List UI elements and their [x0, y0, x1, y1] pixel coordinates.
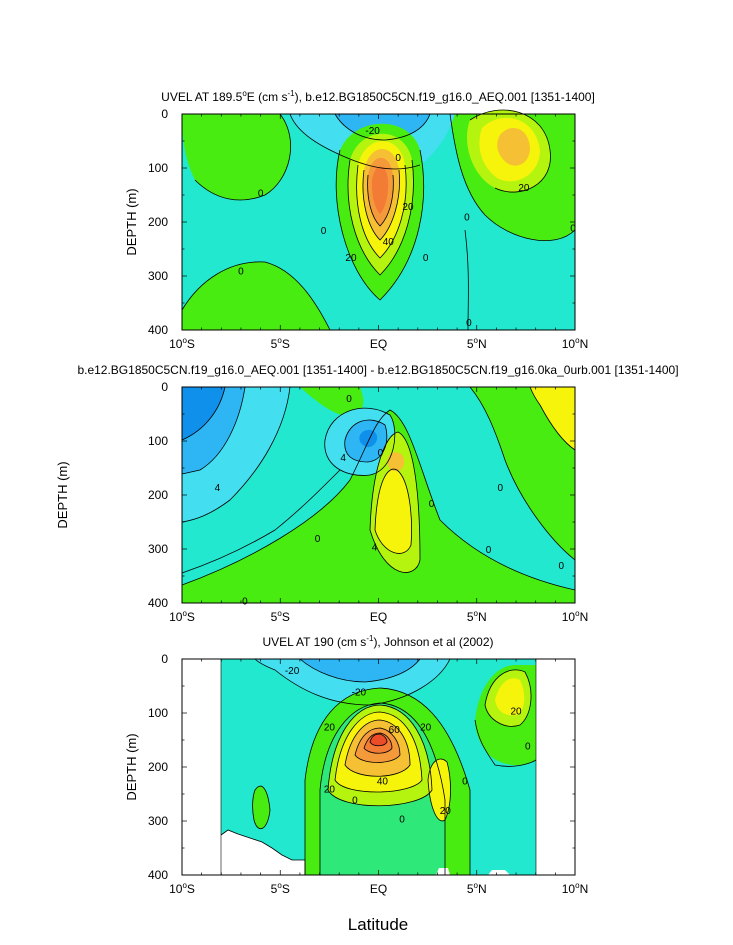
panel1-contour-label: 0	[466, 318, 472, 329]
panel2-ylabel: DEPTH (m)	[55, 461, 70, 528]
panel3-contour-label: 0	[525, 741, 531, 752]
panel3-x-tick-label: 5oN	[467, 881, 487, 896]
panel2-contour-label: 4	[372, 542, 378, 553]
panel2-x-tick-label: 5oN	[467, 609, 487, 624]
panel1-x-tick-label: 10oN	[562, 336, 588, 351]
panel2-contour-label: 0	[378, 448, 384, 459]
panel3-y-tick-label: 300	[148, 814, 168, 828]
panel3-contour-labels: -20 -20 20 60 20 20 40 20 0 0 20 0 0	[285, 666, 531, 826]
x-axis-label: Latitude	[348, 915, 409, 934]
panel3-contour-label: 20	[324, 785, 336, 796]
panel1-x-tick-label: 5oS	[271, 336, 290, 351]
panel1-x-tick-label: 5oN	[467, 336, 487, 351]
panel3-x-tick-label: 5oS	[271, 881, 290, 896]
panel3-y-tick-label: 100	[148, 706, 168, 720]
panel2-contour-label: 0	[346, 394, 352, 405]
panel2-contour-label: 4	[215, 483, 221, 494]
panel3-y-tick-label: 400	[148, 868, 168, 882]
panel1-ylabel: DEPTH (m)	[124, 188, 139, 255]
panel1-y-tick-label: 100	[148, 161, 168, 175]
panel2-x-tick-label: 5oS	[271, 609, 290, 624]
panel2-x-tick-label: 10oN	[562, 609, 588, 624]
panel1-y-tick-label: 0	[161, 107, 168, 121]
panel2-northeast-positive-lobe	[470, 387, 575, 560]
panel1-contour-label: 0	[570, 223, 576, 234]
panel1-contour-label: 0	[321, 226, 327, 237]
panel3-contour-label: 20	[440, 806, 452, 817]
panel3-ylabel: DEPTH (m)	[124, 733, 139, 800]
panel2-contour-label: 0	[498, 483, 504, 494]
panel3-x-tick-label: 10oS	[169, 881, 195, 896]
panel3-contour-label: 0	[352, 795, 358, 806]
panel3-y-tick-label: 200	[148, 760, 168, 774]
panel3-core-maximum	[370, 734, 387, 746]
panel2-west-negative-lobe	[182, 387, 225, 440]
panel3-contour-label: 0	[462, 777, 468, 788]
panel3-title: UVEL AT 190 (cm s-1), Johnson et al (200…	[262, 634, 493, 649]
panel1-plot	[181, 109, 576, 331]
panel2-x-tick-label: EQ	[370, 610, 387, 624]
panel3-contour-label: -20	[352, 687, 367, 698]
panel2-contour-label: 0	[429, 499, 435, 510]
panel1-contour-label: 20	[402, 202, 414, 213]
panel1-contour-label: 20	[518, 183, 530, 194]
panel3-missing-data-region	[221, 830, 305, 875]
panel2-contour-label: 0	[242, 596, 248, 607]
panel1-contour-label: 20	[345, 253, 357, 264]
panel3-x-tick-label: EQ	[370, 882, 387, 896]
panel3-contour-label: 20	[510, 706, 522, 717]
panel2-y-tick-label: 0	[161, 380, 168, 394]
panel1-y-tick-label: 400	[148, 323, 168, 337]
panel3-x-tick-label: 10oN	[562, 881, 588, 896]
panel1-x-tick-label: EQ	[370, 337, 387, 351]
panel2-positive-anomaly	[375, 469, 412, 554]
panel2-y-tick-label: 400	[148, 596, 168, 610]
panel3-contour-label: 20	[420, 723, 432, 734]
panel1-contour-labels: -20 0 0 20 40 0 20 0 0 0 20 0 0	[238, 126, 576, 329]
panel2-title: b.e12.BG1850C5CN.f19_g16.0_AEQ.001 [1351…	[77, 363, 678, 377]
panel1-title: UVEL AT 189.5oE (cm s-1), b.e12.BG1850C5…	[161, 89, 595, 104]
panel3-y-tick-label: 0	[161, 652, 168, 666]
panel2-x-tick-label: 10oS	[169, 609, 195, 624]
panel1-contour-label: 40	[383, 237, 395, 248]
panel2-contour-label: 0	[315, 534, 321, 545]
panel2-y-tick-label: 200	[148, 488, 168, 502]
panel2-contour-labels: 0 4 0 4 0 4 0 0 0 0 0	[215, 394, 565, 608]
panel1-southwest-positive-lobe	[182, 261, 330, 330]
panel1-contour-label: 0	[258, 188, 264, 199]
panel1-west-positive-lobe	[182, 114, 291, 200]
panel2-y-tick-label: 300	[148, 542, 168, 556]
panel3-contour-label: 20	[324, 723, 336, 734]
panel1-contour-label: 0	[395, 153, 401, 164]
panel3-contour-label: 60	[389, 725, 401, 736]
panel3-contour-label: 40	[377, 777, 389, 788]
panel1-y-tick-label: 200	[148, 215, 168, 229]
panel1-contour-label: 0	[238, 267, 244, 278]
panel2-contour-label: 4	[340, 453, 346, 464]
panel1-contour-label: 0	[423, 253, 429, 264]
panel2-y-tick-label: 100	[148, 434, 168, 448]
panel1-y-tick-label: 300	[148, 269, 168, 283]
panel1-contour-label: 0	[464, 213, 470, 224]
panel2-contour-label: 0	[558, 561, 564, 572]
panel2-contour-label: 0	[486, 545, 492, 556]
panel2-plot	[181, 386, 576, 604]
panel1-contour-label: -20	[365, 126, 380, 137]
panel1-x-tick-label: 10oS	[169, 336, 195, 351]
panel3-plot	[181, 658, 576, 876]
panel3-contour-label: 0	[399, 814, 405, 825]
panel3-contour-label: -20	[285, 666, 300, 677]
